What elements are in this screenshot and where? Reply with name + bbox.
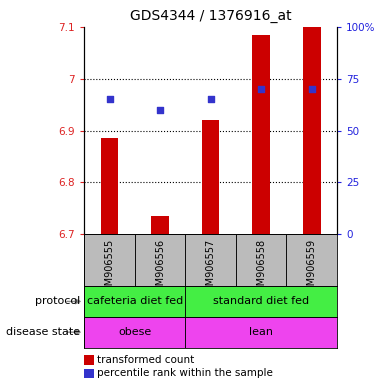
Text: percentile rank within the sample: percentile rank within the sample bbox=[97, 368, 272, 378]
Bar bbox=[185, 317, 337, 348]
Bar bbox=[202, 120, 219, 234]
Text: GSM906556: GSM906556 bbox=[155, 238, 165, 298]
Text: GSM906557: GSM906557 bbox=[206, 238, 216, 298]
Bar bbox=[84, 317, 185, 348]
Text: obese: obese bbox=[118, 327, 151, 337]
Point bbox=[258, 86, 264, 92]
Bar bbox=[185, 234, 236, 286]
Bar bbox=[286, 234, 337, 286]
Title: GDS4344 / 1376916_at: GDS4344 / 1376916_at bbox=[130, 9, 291, 23]
Text: standard diet fed: standard diet fed bbox=[213, 296, 309, 306]
Text: cafeteria diet fed: cafeteria diet fed bbox=[87, 296, 183, 306]
Bar bbox=[84, 286, 185, 317]
Text: disease state: disease state bbox=[6, 327, 80, 337]
Bar bbox=[101, 138, 118, 234]
Text: GSM906555: GSM906555 bbox=[105, 238, 115, 298]
Bar bbox=[135, 234, 185, 286]
Point bbox=[208, 96, 214, 103]
Text: protocol: protocol bbox=[35, 296, 80, 306]
Text: GSM906559: GSM906559 bbox=[307, 238, 317, 298]
Bar bbox=[84, 234, 135, 286]
Point bbox=[106, 96, 113, 103]
Bar bbox=[303, 27, 321, 234]
Point bbox=[157, 107, 163, 113]
Point bbox=[309, 86, 315, 92]
Bar bbox=[252, 35, 270, 234]
Bar bbox=[185, 286, 337, 317]
Text: transformed count: transformed count bbox=[97, 355, 194, 365]
Text: GSM906558: GSM906558 bbox=[256, 238, 266, 298]
Bar bbox=[236, 234, 286, 286]
Text: lean: lean bbox=[249, 327, 273, 337]
Bar bbox=[151, 216, 169, 234]
